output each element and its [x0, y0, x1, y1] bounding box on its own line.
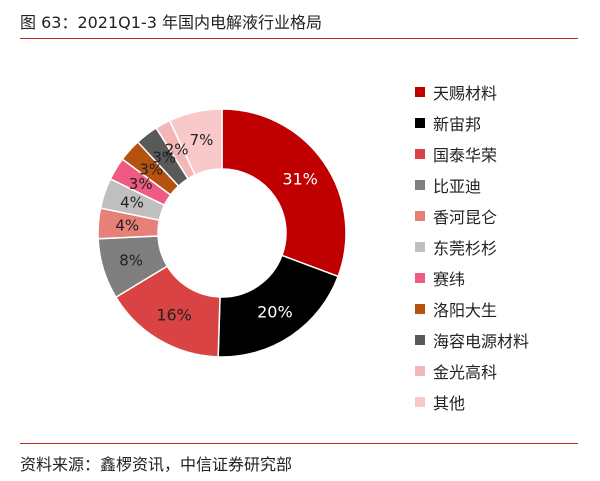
slice-label-2: 16% [156, 306, 192, 325]
source-note: 资料来源：鑫椤资讯，中信证券研究部 [20, 455, 293, 474]
legend-label: 天赐材料 [433, 83, 498, 103]
legend-label: 新宙邦 [433, 114, 482, 134]
donut-slice-1 [217, 254, 340, 358]
legend-item-5: 东莞杉杉 [415, 231, 529, 262]
legend-swatch [415, 334, 425, 345]
legend-item-3: 比亚迪 [415, 169, 529, 200]
slice-label-8: 3% [152, 149, 176, 167]
donut-slices [97, 108, 347, 358]
source-divider [20, 443, 578, 444]
legend-swatch [415, 148, 425, 159]
slice-label-6: 3% [129, 175, 153, 193]
slice-label-4: 4% [115, 217, 139, 235]
figure-title: 图 63：2021Q1-3 年国内电解液行业格局 [20, 13, 322, 32]
slice-label-5: 4% [120, 194, 144, 212]
legend-swatch [415, 86, 425, 97]
donut-chart: 31%20%16%8%4%4%3%3%3%2%7% [97, 108, 347, 358]
legend-item-8: 海容电源材料 [415, 324, 529, 355]
legend-swatch [415, 117, 425, 128]
slice-label-9: 2% [165, 141, 189, 159]
legend-label: 香河昆仑 [433, 207, 498, 227]
legend-item-2: 国泰华荣 [415, 138, 529, 169]
legend-swatch [415, 303, 425, 314]
donut-labels: 31%20%16%8%4%4%3%3%3%2%7% [115, 131, 317, 324]
legend-swatch [415, 179, 425, 190]
slice-label-3: 8% [119, 252, 143, 270]
legend-label: 其他 [433, 393, 466, 413]
legend-item-10: 其他 [415, 386, 529, 417]
legend-swatch [415, 241, 425, 252]
legend-item-1: 新宙邦 [415, 107, 529, 138]
donut-slice-10 [168, 108, 223, 176]
slice-label-1: 20% [257, 302, 293, 321]
legend-swatch [415, 365, 425, 376]
legend-label: 赛纬 [433, 269, 466, 289]
legend-label: 比亚迪 [433, 176, 482, 196]
legend-label: 海容电源材料 [433, 331, 530, 351]
title-divider [20, 38, 578, 39]
legend-label: 国泰华荣 [433, 145, 498, 165]
legend-item-9: 金光高科 [415, 355, 529, 386]
legend-item-6: 赛纬 [415, 262, 529, 293]
chart-legend: 天赐材料新宙邦国泰华荣比亚迪香河昆仑东莞杉杉赛纬洛阳大生海容电源材料 金光高科其他 [415, 76, 529, 417]
slice-label-7: 3% [139, 161, 163, 179]
legend-label: 金光高科 [433, 362, 498, 382]
legend-label: 洛阳大生 [433, 300, 498, 320]
slice-label-10: 7% [190, 131, 214, 149]
legend-swatch [415, 272, 425, 283]
legend-item-7: 洛阳大生 [415, 293, 529, 324]
legend-swatch [415, 396, 425, 407]
slice-label-0: 31% [282, 169, 318, 188]
legend-swatch [415, 210, 425, 221]
donut-slice-0 [221, 108, 347, 278]
legend-item-0: 天赐材料 [415, 76, 529, 107]
legend-label: 东莞杉杉 [433, 238, 498, 258]
legend-item-4: 香河昆仑 [415, 200, 529, 231]
